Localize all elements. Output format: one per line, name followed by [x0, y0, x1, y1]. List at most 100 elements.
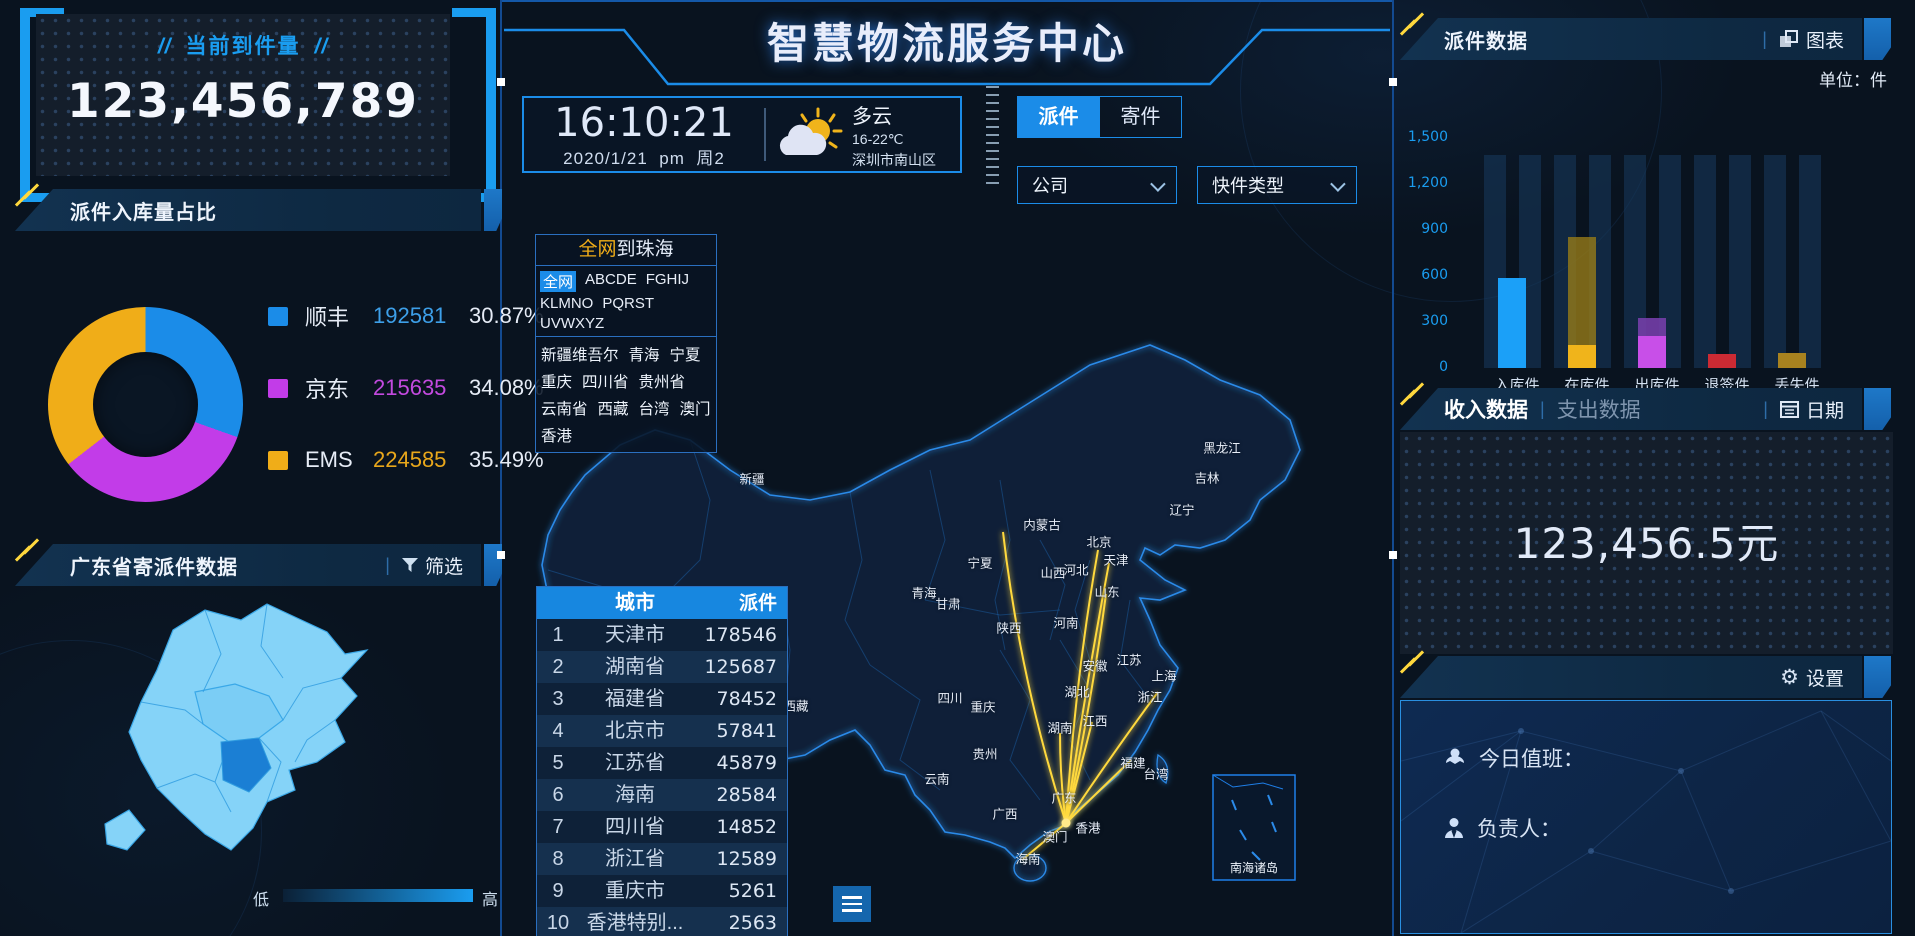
clock-date: 2020/1/21 pm 周2: [563, 149, 725, 168]
network-region-item[interactable]: 重庆: [541, 374, 573, 391]
legend-swatch: [268, 306, 288, 326]
filter-label: 筛选: [424, 556, 463, 578]
weather: 多云 16-22℃ 深圳市南山区: [766, 98, 960, 171]
table-row: 10 香港特别... 2563: [537, 907, 787, 936]
divider-handle: [497, 78, 505, 86]
bar-segment: [1778, 353, 1806, 368]
duty-today-label: 今日值班：: [1479, 748, 1584, 771]
y-tick-label: 0: [1439, 359, 1448, 375]
arrivals-panel: [36, 14, 450, 176]
gradient-low-label: 低: [253, 892, 270, 909]
network-region-item[interactable]: 西藏: [597, 401, 629, 418]
tab-deliver[interactable]: 派件: [1018, 97, 1099, 137]
mesh-decor: [1401, 710, 1891, 933]
deliver-bookmark[interactable]: [1864, 18, 1891, 60]
clock-time: 16:10:21: [554, 100, 734, 146]
network-panel-title: 全网到珠海: [536, 235, 716, 266]
legend-swatch: [268, 450, 288, 470]
network-letter-tab[interactable]: 全网: [540, 271, 577, 292]
network-letter-tab[interactable]: KLMNO: [540, 295, 594, 312]
network-letter-tab[interactable]: ABCDE: [585, 271, 637, 288]
network-region-list: 新疆维吾尔 青海 宁夏重庆 四川省 贵州省云南省 西藏 台湾 澳门香港: [536, 337, 716, 452]
deliver-data-title: 派件数据: [1444, 30, 1528, 53]
duty-manager-label: 负责人：: [1477, 818, 1561, 841]
chevron-down-icon: [1150, 175, 1166, 192]
guangdong-highlight-region[interactable]: [220, 737, 272, 793]
bar-segment: [1498, 278, 1526, 368]
network-region-item[interactable]: 宁夏: [669, 347, 701, 364]
bar-segment: [1568, 345, 1596, 368]
company-select-value: 公司: [1032, 176, 1068, 196]
network-region-item[interactable]: 贵州省: [638, 374, 686, 391]
divider-handle: [1389, 78, 1397, 86]
calendar-icon: [1779, 401, 1799, 418]
table-row: 6 海南 28584: [537, 779, 787, 811]
legend-value: 215635: [373, 375, 447, 400]
network-region-item[interactable]: 青海: [628, 347, 660, 364]
bar-segment: [1638, 318, 1666, 336]
divider-left: [500, 0, 502, 936]
network-region-item[interactable]: 四川省: [582, 374, 629, 391]
tab-income[interactable]: 收入数据: [1444, 399, 1528, 422]
date-button[interactable]: 日期: [1779, 396, 1844, 423]
network-region-item[interactable]: 澳门: [679, 401, 711, 418]
slash-decor: //: [314, 35, 329, 58]
network-region-item[interactable]: 云南省: [541, 401, 588, 418]
y-tick-label: 1,500: [1407, 129, 1448, 145]
bar-group: 在库件: [1552, 155, 1622, 394]
company-select[interactable]: 公司: [1017, 166, 1177, 204]
divider-right: [1392, 0, 1394, 936]
legend-item-ems: EMS 224585 35.49%: [268, 446, 544, 474]
settings-bookmark[interactable]: [1864, 656, 1891, 698]
mode-tabs: 派件 寄件: [1017, 96, 1182, 138]
bar-segment: [1568, 237, 1596, 345]
network-letter-tab[interactable]: PQRST: [602, 295, 655, 312]
slash-decor: //: [157, 35, 172, 58]
clock-weather-box: 16:10:21 2020/1/21 pm 周2 多云 16-22℃ 深圳市南山…: [522, 96, 962, 173]
y-tick-label: 600: [1421, 267, 1448, 283]
gd-panel-title: 广东省寄派件数据: [70, 556, 238, 579]
ratio-panel-header: 派件入库量占比: [15, 189, 481, 231]
network-letter-tab[interactable]: FGHIJ: [645, 271, 690, 288]
ratio-bookmark[interactable]: [484, 189, 502, 231]
filter-button[interactable]: 筛选: [401, 552, 463, 579]
ruler-decor: [986, 86, 999, 186]
city-delivery-table: 城市 派件 1 天津市 178546 2 湖南省 125687 3 福建省 78452 4 北京市 5…: [536, 586, 788, 936]
network-region-item[interactable]: 新疆维吾尔: [541, 347, 619, 364]
settings-button[interactable]: ⚙ 设置: [1780, 664, 1844, 691]
band-slash-decor: [1399, 12, 1430, 38]
guangdong-map[interactable]: [45, 592, 465, 884]
legend-percent: 30.87%: [469, 303, 544, 328]
legend-value: 224585: [373, 447, 447, 472]
duty-panel: 今日值班： 负责人：: [1400, 700, 1892, 934]
tab-send[interactable]: 寄件: [1099, 97, 1181, 137]
page-title: 智慧物流服务中心: [766, 20, 1127, 67]
chevron-down-icon: [1330, 175, 1346, 192]
table-row: 2 湖南省 125687: [537, 651, 787, 683]
donut-hole: [93, 352, 198, 457]
tab-expense[interactable]: 支出数据: [1556, 399, 1641, 422]
bar-segment: [1708, 354, 1736, 368]
chart-icon: [1779, 30, 1798, 47]
duty-manager-row: 负责人：: [1443, 813, 1561, 843]
arrivals-frame-left: [20, 8, 64, 202]
network-letter-tabs: 全网 ABCDE FGHIJ KLMNO PQRST UVWXYZ: [536, 266, 716, 337]
chart-view-button[interactable]: 图表: [1779, 26, 1844, 53]
express-type-select[interactable]: 快件类型: [1197, 166, 1357, 204]
cloudy-weather-icon: [779, 107, 843, 155]
network-letter-tab[interactable]: UVWXYZ: [540, 315, 605, 332]
network-region-item[interactable]: 台湾: [638, 401, 670, 418]
hamburger-menu-button[interactable]: [833, 886, 871, 922]
table-row: 8 浙江省 12589: [537, 843, 787, 875]
network-region-item[interactable]: 香港: [541, 428, 573, 445]
origin-point: [1061, 818, 1071, 828]
band-slash-decor: [1399, 382, 1430, 408]
y-tick-label: 900: [1421, 221, 1448, 237]
table-row: 7 四川省 14852: [537, 811, 787, 843]
divider-handle: [1389, 551, 1397, 559]
legend-percent: 34.08%: [469, 375, 544, 400]
money-bookmark[interactable]: [1864, 388, 1891, 430]
gradient-high-label: 高: [482, 892, 499, 909]
separator: |: [1540, 398, 1545, 419]
